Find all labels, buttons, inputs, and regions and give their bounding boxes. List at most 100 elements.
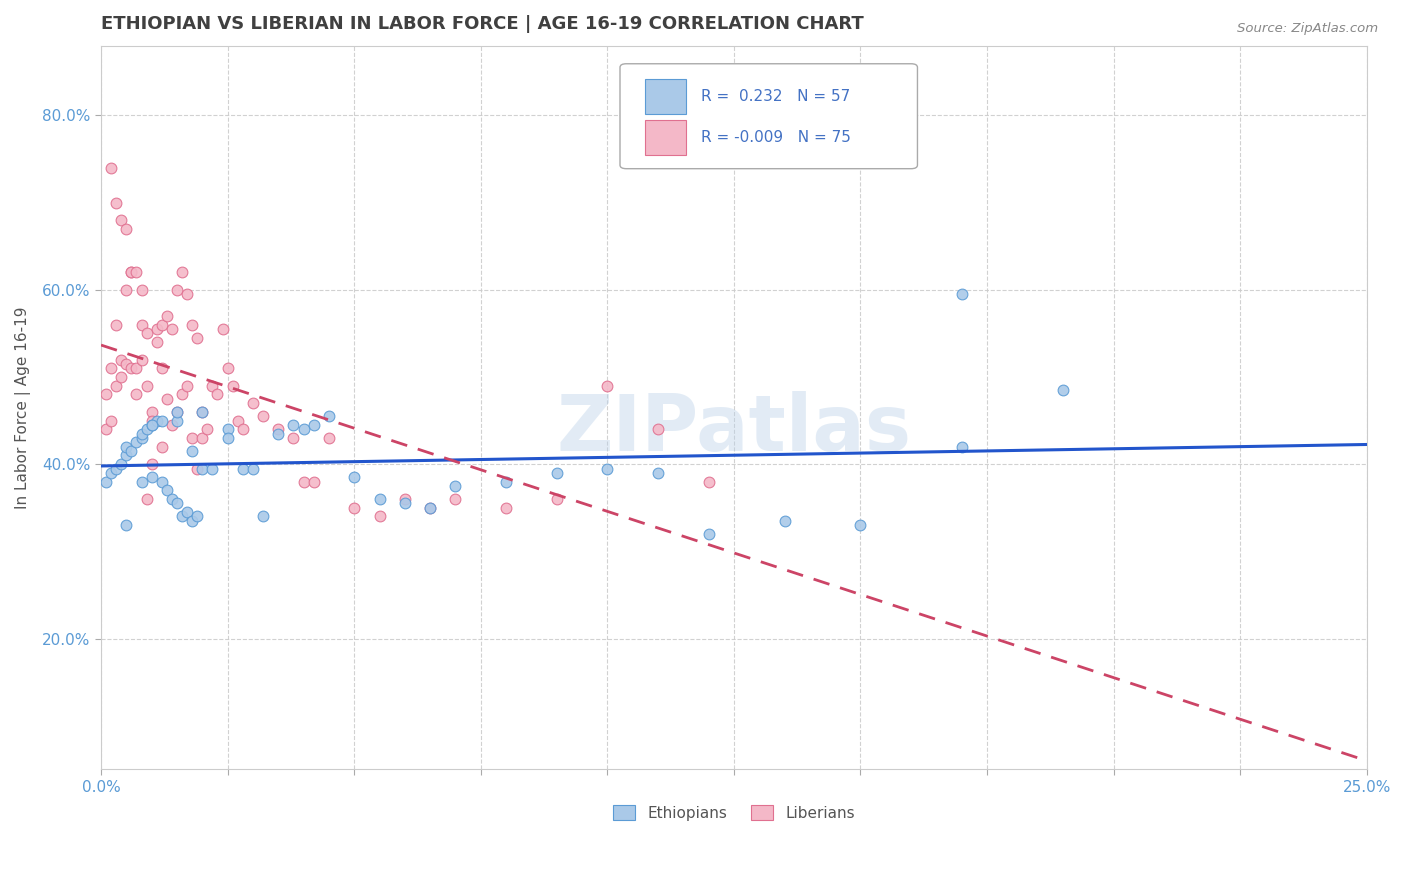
Point: [444, 479, 467, 493]
Point: [166, 405, 188, 419]
Point: [125, 435, 148, 450]
Point: [267, 426, 290, 441]
Point: [131, 475, 153, 489]
Point: [697, 475, 720, 489]
Point: [145, 413, 167, 427]
Point: [120, 444, 142, 458]
Point: [176, 287, 198, 301]
Point: [217, 431, 239, 445]
Point: [131, 426, 153, 441]
Point: [100, 413, 122, 427]
Point: [170, 509, 193, 524]
Point: [156, 392, 179, 406]
Point: [226, 413, 249, 427]
Point: [150, 318, 173, 332]
Point: [166, 283, 188, 297]
Point: [546, 466, 568, 480]
Text: R = -0.009   N = 75: R = -0.009 N = 75: [702, 130, 851, 145]
Point: [647, 422, 669, 436]
Point: [252, 509, 274, 524]
Point: [145, 335, 167, 350]
Point: [596, 461, 619, 475]
Point: [110, 370, 132, 384]
Point: [394, 491, 416, 506]
Point: [444, 491, 467, 506]
Point: [160, 322, 183, 336]
Point: [191, 431, 214, 445]
Point: [495, 500, 517, 515]
Point: [115, 283, 138, 297]
Point: [596, 378, 619, 392]
Point: [105, 318, 128, 332]
Point: [131, 352, 153, 367]
Point: [368, 491, 391, 506]
Point: [94, 387, 117, 401]
Text: R =  0.232   N = 57: R = 0.232 N = 57: [702, 89, 851, 104]
Point: [217, 361, 239, 376]
Point: [100, 361, 122, 376]
Point: [232, 461, 254, 475]
Point: [950, 287, 973, 301]
Point: [1052, 383, 1074, 397]
Legend: Ethiopians, Liberians: Ethiopians, Liberians: [606, 798, 862, 827]
Point: [125, 265, 148, 279]
Point: [207, 387, 229, 401]
Point: [115, 518, 138, 533]
Point: [94, 422, 117, 436]
Point: [131, 283, 153, 297]
Point: [120, 265, 142, 279]
Point: [115, 221, 138, 235]
Text: Source: ZipAtlas.com: Source: ZipAtlas.com: [1237, 22, 1378, 36]
Point: [105, 195, 128, 210]
Point: [170, 265, 193, 279]
Point: [131, 318, 153, 332]
Point: [221, 378, 243, 392]
Point: [283, 431, 305, 445]
Point: [176, 505, 198, 519]
Point: [176, 378, 198, 392]
Point: [120, 361, 142, 376]
Point: [141, 417, 163, 432]
Point: [150, 413, 173, 427]
Point: [166, 413, 188, 427]
Point: [318, 431, 340, 445]
Text: ZIPatlas: ZIPatlas: [557, 392, 911, 467]
Point: [135, 422, 157, 436]
Point: [120, 265, 142, 279]
Point: [950, 440, 973, 454]
Point: [166, 496, 188, 510]
Point: [242, 461, 264, 475]
FancyBboxPatch shape: [645, 79, 686, 114]
Text: ETHIOPIAN VS LIBERIAN IN LABOR FORCE | AGE 16-19 CORRELATION CHART: ETHIOPIAN VS LIBERIAN IN LABOR FORCE | A…: [101, 15, 863, 33]
Point: [141, 413, 163, 427]
Point: [191, 405, 214, 419]
Point: [141, 457, 163, 471]
Point: [292, 475, 315, 489]
Y-axis label: In Labor Force | Age 16-19: In Labor Force | Age 16-19: [15, 306, 31, 508]
Point: [181, 514, 204, 528]
Point: [170, 387, 193, 401]
Point: [292, 422, 315, 436]
Point: [150, 475, 173, 489]
Point: [647, 466, 669, 480]
Point: [252, 409, 274, 424]
Point: [201, 461, 224, 475]
Point: [125, 361, 148, 376]
Point: [343, 500, 366, 515]
Point: [160, 491, 183, 506]
Point: [115, 357, 138, 371]
Point: [145, 322, 167, 336]
Point: [201, 378, 224, 392]
Point: [105, 461, 128, 475]
Point: [419, 500, 441, 515]
Point: [115, 440, 138, 454]
Point: [141, 417, 163, 432]
Point: [141, 470, 163, 484]
Point: [283, 417, 305, 432]
Point: [110, 213, 132, 227]
Point: [135, 378, 157, 392]
Point: [368, 509, 391, 524]
Point: [110, 457, 132, 471]
Point: [343, 470, 366, 484]
Point: [419, 500, 441, 515]
